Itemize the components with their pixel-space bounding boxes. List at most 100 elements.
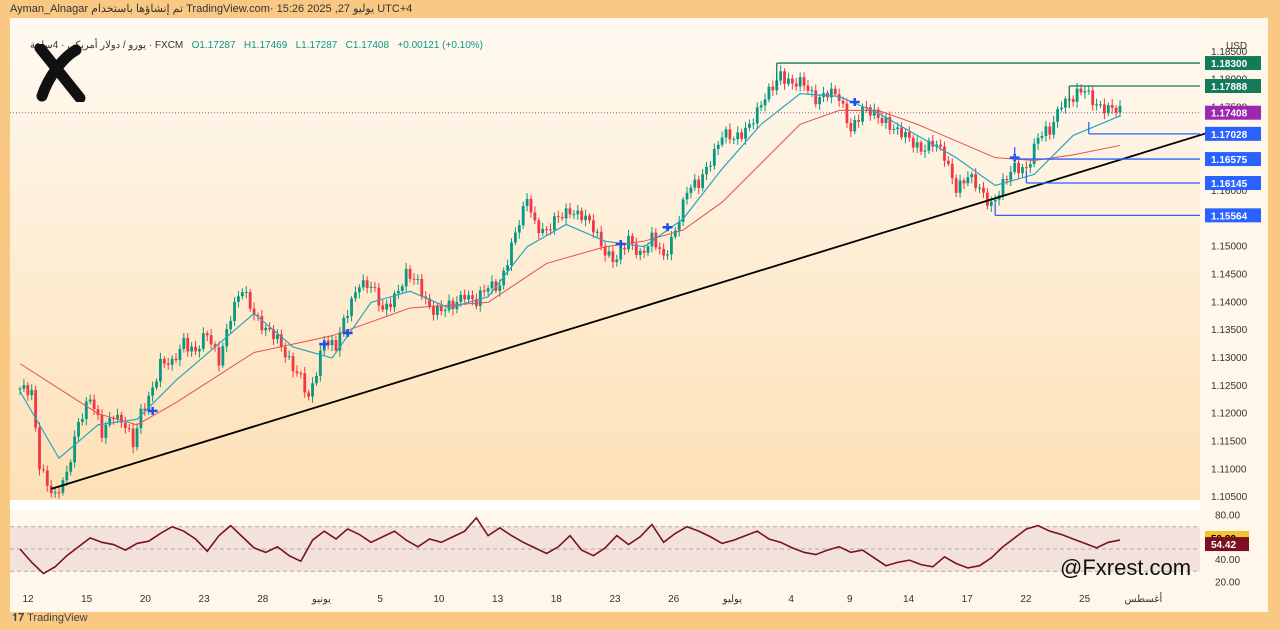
candle-body — [755, 107, 759, 124]
candle-body — [416, 278, 420, 280]
candle-body — [623, 247, 627, 250]
candle-body — [775, 80, 779, 91]
price-level-tag — [1205, 78, 1261, 93]
chart-panel[interactable]: 1.185001.180001.175001.170001.165001.160… — [10, 18, 1268, 612]
candle-body — [673, 230, 677, 237]
candle-body — [685, 192, 689, 200]
candle-body — [880, 118, 884, 124]
price-level-tag — [1205, 105, 1261, 120]
candle-body — [892, 129, 896, 131]
candle-body — [634, 243, 638, 255]
candle-body — [584, 215, 588, 221]
price-level-label: 1.17408 — [1211, 109, 1248, 120]
candle-body — [627, 235, 630, 250]
candle-body — [151, 387, 155, 396]
candle-body — [513, 232, 517, 243]
candle-body — [120, 414, 123, 423]
candle-body — [439, 306, 443, 312]
candle-body — [408, 268, 412, 279]
candle-body — [373, 286, 377, 288]
candle-body — [568, 208, 572, 215]
candle-body — [919, 142, 923, 152]
candle-body — [260, 316, 264, 331]
candle-body — [611, 251, 615, 263]
candle-body — [794, 83, 798, 87]
candle-body — [962, 180, 966, 184]
candle-body — [689, 187, 693, 193]
candle-body — [342, 317, 346, 333]
price-level-label: 1.18300 — [1211, 59, 1248, 70]
candle-body — [767, 86, 771, 100]
candle-body — [763, 99, 767, 106]
candle-body — [244, 291, 248, 293]
currency-label[interactable]: USD — [1226, 41, 1248, 52]
candle-body — [435, 306, 439, 315]
brand-logo — [34, 44, 86, 102]
y-tick-label: 1.11500 — [1211, 437, 1247, 448]
candle-body — [1040, 136, 1044, 138]
candle-body — [240, 292, 244, 297]
y-tick-label: 1.14500 — [1211, 270, 1248, 281]
candle-body — [346, 315, 350, 318]
candle-body — [861, 106, 864, 122]
candle-body — [233, 301, 236, 321]
candle-body — [1009, 171, 1013, 181]
candle-body — [338, 332, 342, 351]
candle-body — [393, 293, 396, 308]
ohlc-low: L1.17287 — [295, 40, 338, 51]
candle-body — [1044, 126, 1048, 137]
chart-canvas[interactable]: 1.185001.180001.175001.170001.165001.160… — [10, 18, 1268, 612]
candle-body — [307, 392, 311, 397]
candle-body — [77, 421, 80, 437]
candle-body — [677, 221, 681, 231]
candle-body — [1079, 88, 1083, 93]
candle-body — [1048, 126, 1052, 135]
candle-body — [1083, 91, 1087, 93]
x-tick-label: 28 — [257, 594, 269, 605]
candle-body — [833, 88, 837, 95]
candle-body — [900, 127, 903, 138]
candle-body — [529, 198, 533, 213]
price-level-label: 1.17028 — [1211, 130, 1248, 141]
candle-body — [127, 428, 131, 430]
x-tick-label: يونيو — [311, 594, 331, 605]
candle-body — [1099, 104, 1102, 106]
rsi-tick-label: 20.00 — [1215, 577, 1240, 588]
candle-body — [943, 146, 946, 161]
candle-body — [170, 358, 174, 365]
candle-body — [935, 144, 939, 147]
candle-body — [104, 424, 108, 438]
candle-body — [697, 179, 701, 188]
candle-body — [283, 346, 287, 358]
ema-slow-line — [19, 109, 1121, 426]
candle-body — [670, 236, 673, 255]
price-level-label: 1.15564 — [1211, 211, 1248, 222]
candle-body — [521, 205, 525, 226]
candle-body — [541, 228, 545, 234]
candle-body — [1102, 104, 1106, 114]
candle-body — [619, 247, 623, 260]
candle-body — [724, 129, 728, 138]
tradingview-brand: TradingView — [27, 612, 88, 624]
candle-body — [463, 294, 467, 300]
candle-body — [490, 281, 494, 289]
candle-body — [198, 348, 201, 352]
candle-body — [1063, 98, 1067, 108]
x-tick-label: 10 — [433, 594, 445, 605]
candle-body — [1091, 90, 1095, 106]
y-tick-label: 1.12500 — [1211, 381, 1248, 392]
candle-body — [143, 408, 147, 411]
candle-body — [666, 254, 669, 256]
candle-body — [209, 335, 213, 345]
candle-body — [334, 340, 338, 351]
candle-body — [1060, 107, 1063, 110]
candle-body — [888, 117, 892, 130]
x-tick-label: 12 — [22, 594, 34, 605]
candle-body — [369, 286, 373, 288]
candle-body — [1005, 178, 1009, 181]
candle-body — [272, 329, 275, 340]
candle-body — [1075, 88, 1079, 102]
y-tick-label: 1.13000 — [1211, 353, 1248, 364]
tradingview-footer[interactable]: 𝟏𝟕 TradingView — [12, 612, 88, 625]
candle-body — [400, 286, 404, 291]
